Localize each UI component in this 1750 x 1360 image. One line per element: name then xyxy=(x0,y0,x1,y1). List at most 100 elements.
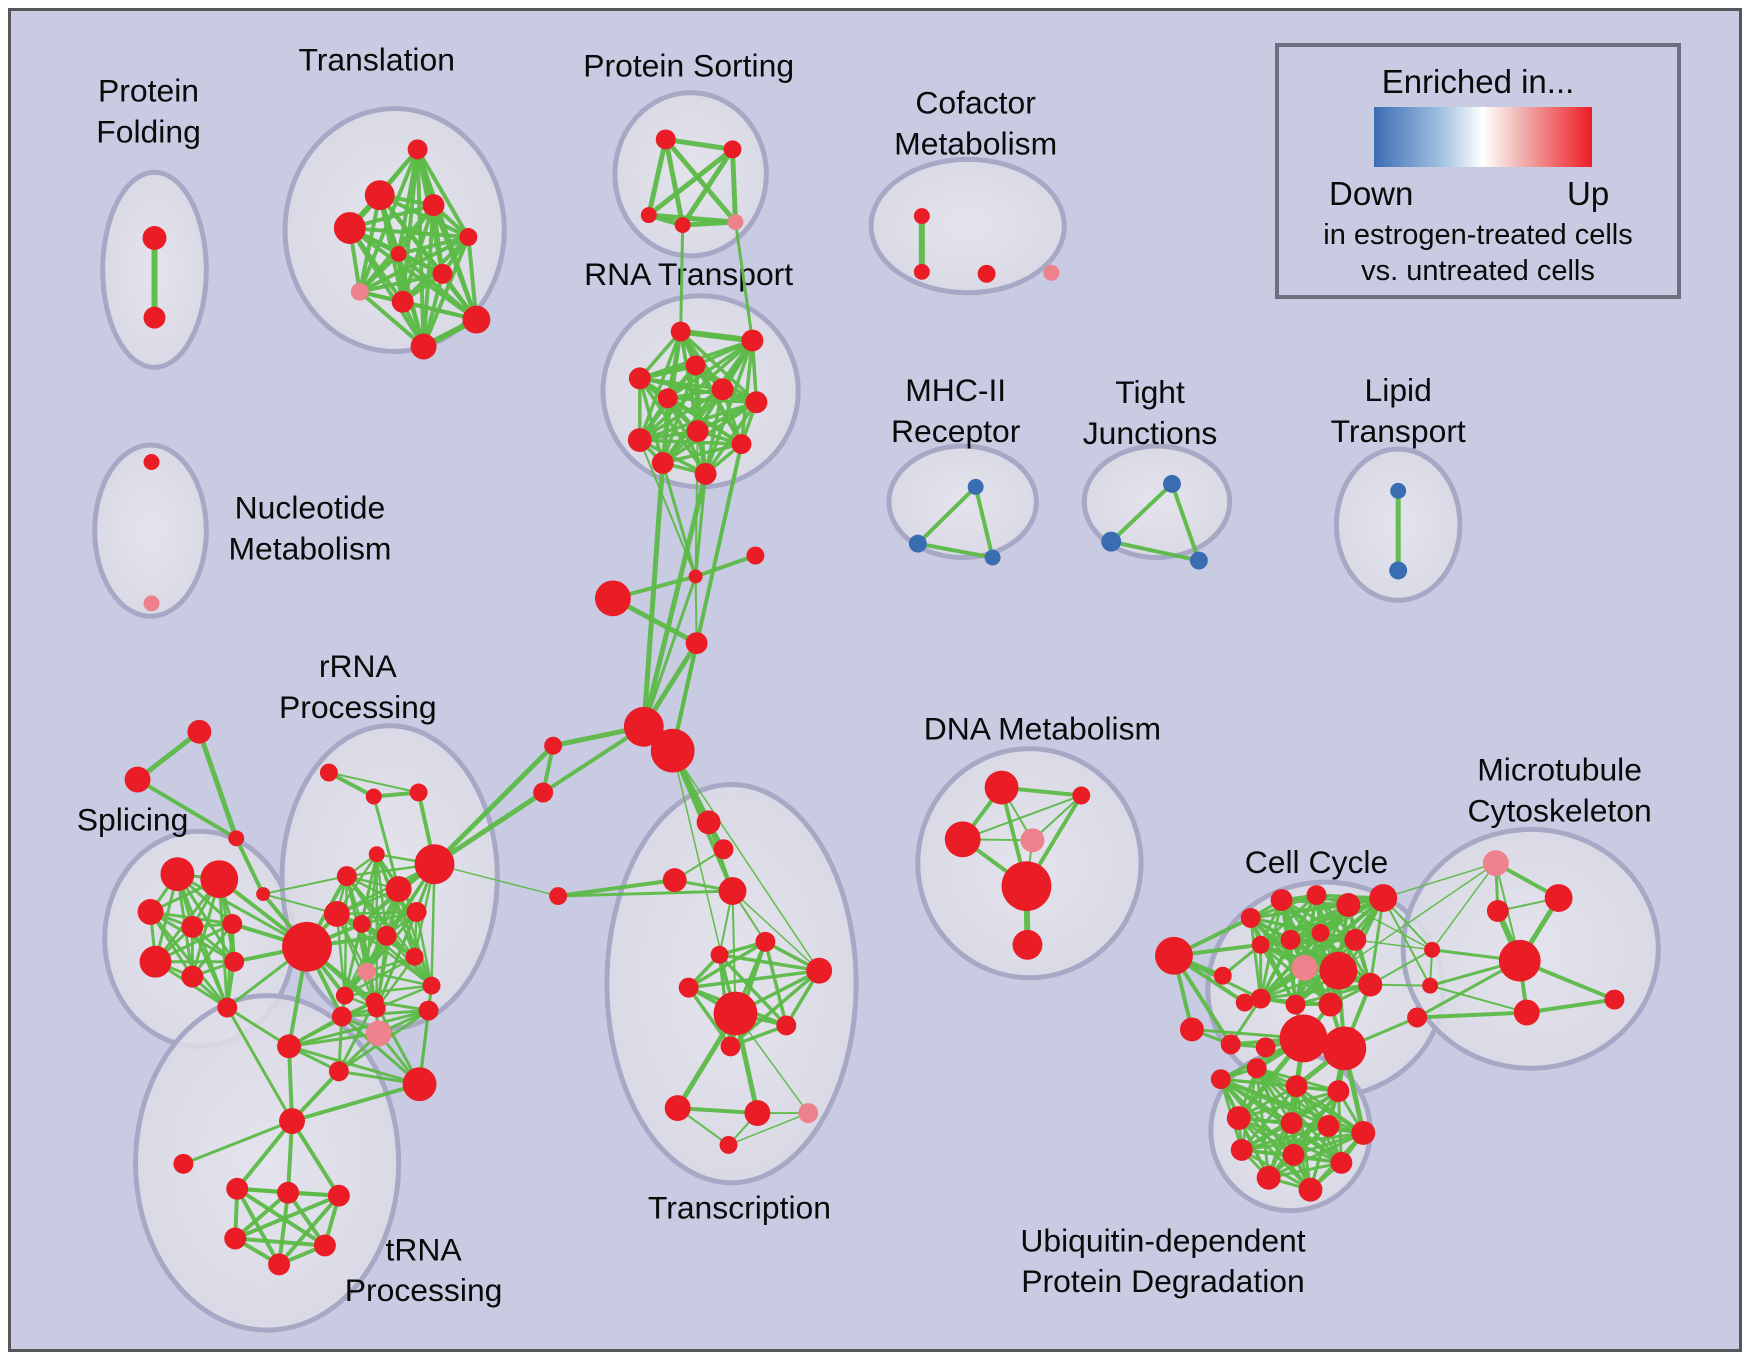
nucleotide-metabolism-label: Nucleotide Metabolism xyxy=(228,490,391,567)
network-node-r12 xyxy=(405,947,424,966)
network-node-mh1 xyxy=(967,478,984,495)
network-edge xyxy=(358,290,425,349)
network-node-t4 xyxy=(422,194,445,217)
network-node-rt3 xyxy=(685,355,706,376)
network-node-r13 xyxy=(422,976,441,995)
network-edge xyxy=(557,878,675,899)
network-node-c19 xyxy=(1220,1034,1241,1055)
network-node-r3 xyxy=(409,783,428,802)
network-node-u7 xyxy=(1317,1115,1340,1137)
network-edge xyxy=(277,1194,341,1266)
network-edge xyxy=(718,953,788,1027)
network-edge xyxy=(688,968,820,990)
network-edge xyxy=(226,1006,290,1048)
network-node-l1 xyxy=(1390,482,1407,499)
transcription-label: Transcription xyxy=(648,1190,831,1226)
network-edge xyxy=(667,396,757,404)
network-edge xyxy=(1337,862,1497,972)
network-node-t6 xyxy=(390,245,407,262)
network-edge xyxy=(136,777,238,841)
legend-gradient-bar xyxy=(1374,107,1592,167)
network-node-tr2 xyxy=(713,839,734,860)
network-node-c18 xyxy=(1358,972,1383,997)
network-node-tn1 xyxy=(173,1153,194,1174)
network-edge xyxy=(558,889,733,898)
network-edge xyxy=(663,138,686,226)
network-node-mt9 xyxy=(1407,1007,1428,1028)
network-node-c3 xyxy=(1235,993,1254,1012)
legend-up-label: Up xyxy=(1567,175,1610,212)
network-node-ps4 xyxy=(674,217,691,234)
rna-transport-label: RNA Transport xyxy=(584,256,793,292)
network-edge xyxy=(433,790,545,867)
network-node-mt3 xyxy=(1486,900,1509,922)
network-node-s3 xyxy=(137,899,164,925)
network-node-m3 xyxy=(594,580,631,617)
network-node-c8 xyxy=(1369,884,1398,912)
network-node-u12 xyxy=(1298,1177,1323,1202)
network-node-mt8 xyxy=(1422,977,1439,994)
network-edge xyxy=(1109,482,1174,544)
legend-down-label: Down xyxy=(1329,175,1414,212)
network-edge xyxy=(1293,1131,1364,1157)
network-node-s6 xyxy=(139,945,172,978)
network-edge xyxy=(336,910,417,916)
network-node-b6 xyxy=(328,1061,349,1082)
network-node-tr3 xyxy=(662,868,687,893)
network-node-u10 xyxy=(1282,1143,1305,1166)
network-node-n2 xyxy=(143,595,160,612)
rrna-processing-label: rRNA Processing xyxy=(279,648,437,725)
network-edge xyxy=(731,890,820,972)
network-node-st xyxy=(549,887,568,905)
cluster-ellipse-cofactor-metabolism xyxy=(868,156,1067,296)
network-node-tj1 xyxy=(1163,474,1181,493)
network-edge xyxy=(235,1119,294,1190)
network-edge xyxy=(343,888,400,997)
network-node-t7 xyxy=(432,263,453,284)
network-edge xyxy=(641,462,666,727)
network-node-tr4 xyxy=(718,877,747,905)
network-node-t8 xyxy=(350,282,369,301)
network-node-r6 xyxy=(385,876,412,903)
network-edge xyxy=(719,953,820,973)
network-node-mt7 xyxy=(1424,941,1441,958)
enrichment-map: Protein Folding Translation Protein Sorting… xyxy=(77,42,1661,1333)
network-node-rt2 xyxy=(741,329,764,352)
network-node-rt8 xyxy=(686,420,709,443)
network-edge xyxy=(1241,1131,1364,1152)
network-edge xyxy=(1110,539,1200,563)
network-node-b5 xyxy=(277,1034,301,1059)
network-node-c21 xyxy=(1279,1014,1328,1063)
network-edge xyxy=(917,541,993,560)
network-node-cf2 xyxy=(913,263,930,280)
network-edge xyxy=(638,377,708,475)
network-node-sn xyxy=(256,887,271,902)
network-edge xyxy=(962,794,1082,841)
network-edge xyxy=(217,879,229,1008)
network-node-rt11 xyxy=(651,452,674,474)
network-node-mt2 xyxy=(1544,884,1573,912)
network-node-r8 xyxy=(406,902,427,922)
network-node-r2 xyxy=(365,788,382,805)
network-node-t11 xyxy=(410,333,437,360)
network-node-u8 xyxy=(1351,1121,1376,1145)
network-node-r1 xyxy=(319,763,338,782)
network-edge xyxy=(661,400,758,465)
network-edge xyxy=(234,837,265,895)
mhc-ii-receptor-label: MHC-II Receptor xyxy=(891,372,1021,449)
network-edge xyxy=(149,911,229,1009)
network-node-c5 xyxy=(1270,889,1293,911)
network-node-tr8 xyxy=(678,977,699,998)
network-edge xyxy=(679,225,685,332)
network-node-n1 xyxy=(143,454,160,470)
network-node-b7 xyxy=(402,1067,437,1102)
lipid-transport-label: Lipid Transport xyxy=(1331,372,1466,449)
protein-folding-label: Protein Folding xyxy=(96,73,201,150)
network-edge xyxy=(196,730,239,840)
legend-box: Enriched in... Down Up in estrogen-treat… xyxy=(1275,43,1681,299)
cofactor-metabolism-label: Cofactor Metabolism xyxy=(894,85,1057,162)
network-edge xyxy=(375,853,433,987)
network-edge xyxy=(763,941,788,1026)
network-node-h4 xyxy=(533,782,554,803)
network-node-l2 xyxy=(1389,561,1408,580)
